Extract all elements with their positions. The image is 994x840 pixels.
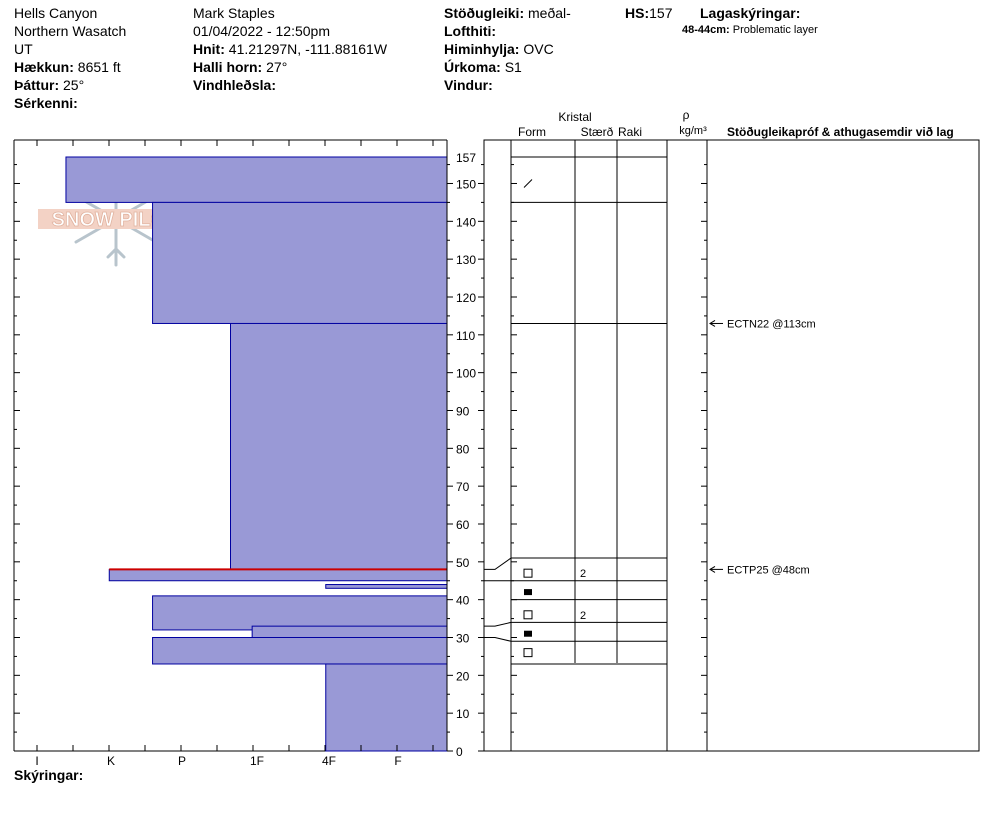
hardness-bar	[65, 156, 448, 203]
hardness-label: F	[394, 754, 401, 768]
sky: Himinhylja: OVC	[444, 40, 571, 58]
hardness-bar	[152, 595, 448, 631]
decomposing-icon	[523, 179, 533, 188]
air-temp: Lofthiti:	[444, 22, 571, 40]
stability-label: Stöðugleiki:	[444, 5, 525, 21]
test-result: ECTP25 @48cm	[727, 564, 810, 576]
slope-label: Halli horn:	[193, 59, 263, 75]
elevation: Hækkun: 8651 ft	[14, 58, 126, 76]
col-density-unit: kg/m³	[679, 125, 707, 137]
hardness-label: I	[35, 754, 38, 768]
col-tests: Stöðugleikapróf & athugasemdir við lag	[727, 125, 954, 139]
hardness-label: K	[107, 754, 115, 768]
col-moisture: Raki	[618, 125, 642, 139]
depth-label: 10	[456, 707, 470, 721]
snowpilot-logo-text: SNOW PILOT	[52, 209, 179, 231]
layer-connector	[484, 557, 512, 570]
depth-label: 30	[456, 631, 470, 645]
hardness-label: P	[178, 754, 186, 768]
col-rho: ρ	[683, 108, 690, 122]
depth-hoar-icon	[524, 630, 532, 637]
crystal-size: 2	[580, 568, 586, 580]
wind-loading: Vindhleðsla:	[193, 76, 387, 94]
layer-connector	[484, 621, 512, 627]
sky-label: Himinhylja:	[444, 41, 520, 57]
features: Sérkenni:	[14, 94, 126, 112]
footer-label: Skýringar:	[14, 767, 84, 783]
depth-hoar-icon	[524, 589, 532, 596]
col-crystal: Kristal	[558, 110, 591, 124]
hardness-bar	[152, 201, 448, 324]
faceted-icon	[523, 648, 533, 658]
features-label: Sérkenni:	[14, 95, 78, 111]
hardness-bar	[108, 568, 448, 582]
depth-label: 120	[456, 291, 476, 305]
sky-value: OVC	[523, 41, 554, 57]
precip-value: S1	[504, 59, 522, 75]
wind-loading-label: Vindhleðsla:	[193, 77, 276, 93]
stability-value: meðal-	[528, 5, 571, 21]
aspect-value: 25°	[63, 77, 85, 93]
snowpilot-logo: SNOW PILOT	[38, 171, 192, 267]
depth-label: 60	[456, 518, 470, 532]
location-state: UT	[14, 41, 33, 57]
hardness-bar	[325, 584, 448, 589]
aspect-label: Þáttur:	[14, 77, 60, 93]
precip: Úrkoma: S1	[444, 58, 571, 76]
layer-connector	[484, 636, 512, 642]
coords-label: Hnit:	[193, 41, 225, 57]
elevation-value: 8651 ft	[77, 59, 121, 75]
layer-table-frame	[483, 139, 980, 752]
depth-label: 70	[456, 480, 470, 494]
layer-notes-range: 48-44cm:	[682, 24, 730, 36]
depth-label: 157	[456, 151, 476, 165]
test-result: ECTN22 @113cm	[727, 318, 816, 330]
elevation-label: Hækkun:	[14, 59, 74, 75]
test-arrowhead	[709, 565, 716, 573]
depth-label: 110	[456, 329, 475, 343]
slope: Halli horn: 27°	[193, 58, 387, 76]
depth-label: 90	[456, 404, 470, 418]
location-place: Hells Canyon	[14, 5, 98, 21]
depth-label: 130	[456, 253, 476, 267]
depth-label: 0	[456, 745, 463, 759]
col-size: Stærð	[581, 125, 614, 139]
location-range: Northern Wasatch	[14, 23, 127, 39]
hardness-bar	[152, 636, 448, 665]
depth-label: 80	[456, 442, 470, 456]
aspect: Þáttur: 25°	[14, 76, 126, 94]
stability: Stöðugleiki: meðal-	[444, 4, 571, 22]
hardness-label: 4F	[322, 754, 336, 768]
hardness-bar	[325, 663, 448, 752]
depth-label: 150	[456, 177, 476, 191]
faceted-icon	[523, 610, 533, 620]
datetime: 01/04/2022 - 12:50pm	[193, 23, 330, 39]
observer: Mark Staples	[193, 5, 275, 21]
depth-label: 140	[456, 215, 476, 229]
hardness-bar	[230, 322, 448, 570]
hs-value: 157	[649, 5, 673, 21]
depth-label: 20	[456, 669, 470, 683]
precip-label: Úrkoma:	[444, 59, 501, 75]
depth-label: 100	[456, 367, 476, 381]
layer-notes-label: Lagaskýringar:	[700, 5, 801, 21]
depth-label: 50	[456, 556, 470, 570]
layer-notes-text: Problematic layer	[732, 24, 818, 36]
wind-label: Vindur:	[444, 77, 493, 93]
hardness-bar	[251, 625, 448, 638]
depth-label: 40	[456, 594, 470, 608]
wind: Vindur:	[444, 76, 571, 94]
coords: Hnit: 41.21297N, -111.88161W	[193, 40, 387, 58]
test-arrowhead	[709, 320, 716, 327]
crystal-size: 2	[580, 610, 586, 622]
coords-value: 41.21297N, -111.88161W	[228, 41, 388, 57]
faceted-icon	[523, 568, 533, 578]
slope-value: 27°	[266, 59, 288, 75]
air-temp-label: Lofthiti:	[444, 23, 497, 39]
hs-label: HS:	[625, 5, 650, 21]
col-form: Form	[518, 125, 546, 139]
hardness-label: 1F	[250, 754, 264, 768]
